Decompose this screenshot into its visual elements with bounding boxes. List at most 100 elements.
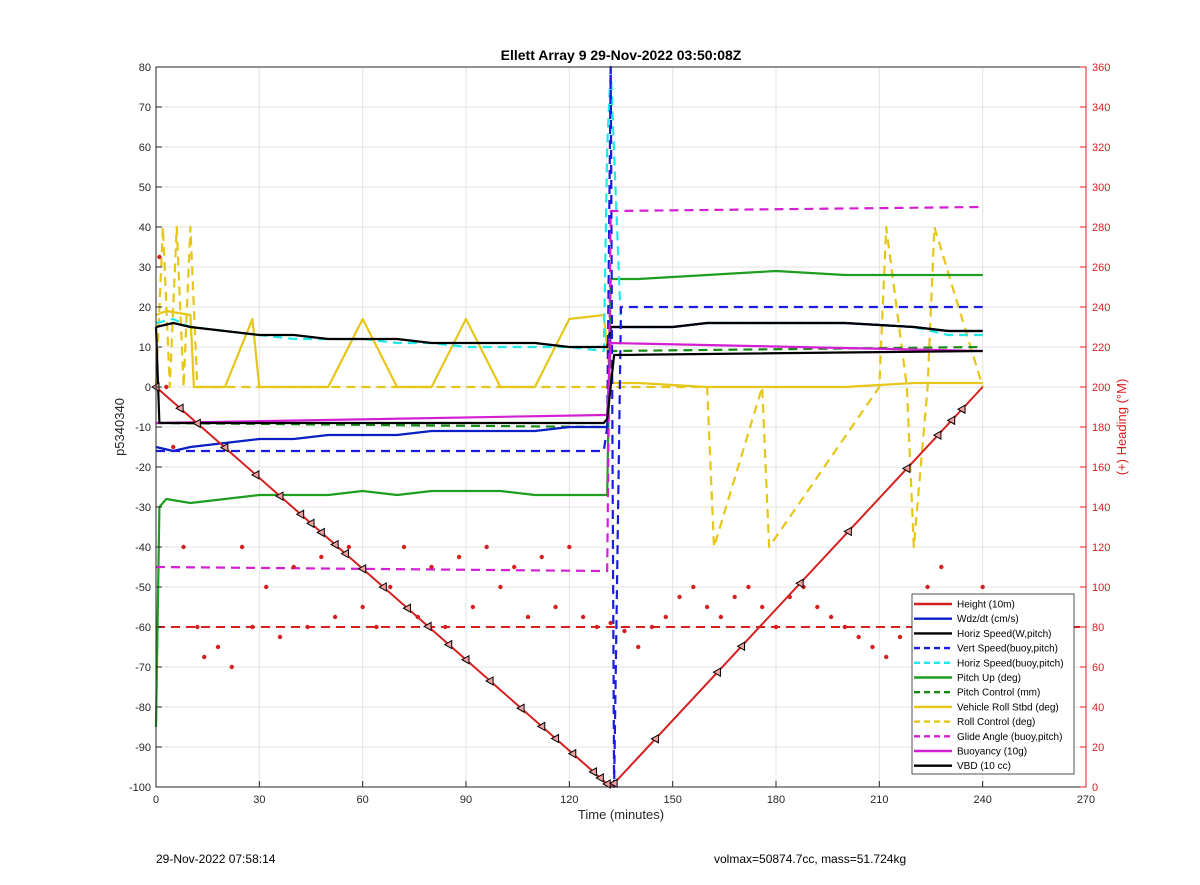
- legend-label-horiz-speed-buoy-pitch: Horiz Speed(buoy,pitch): [957, 658, 1064, 669]
- dive-marker: [316, 527, 325, 538]
- y-axis-ticks: -100-90-80-70-60-50-40-30-20-10010203040…: [129, 62, 162, 794]
- heading-point: [718, 614, 724, 620]
- heading-point: [663, 614, 668, 620]
- legend-label-pitch-up-deg: Pitch Up (deg): [957, 673, 1021, 684]
- dive-marker: [946, 415, 956, 426]
- right-tick-label: 40: [1092, 702, 1104, 714]
- dive-marker: [485, 676, 494, 686]
- heading-point: [636, 644, 641, 650]
- dive-marker: [712, 667, 721, 678]
- right-tick-label: 120: [1092, 542, 1110, 554]
- right-tick-label: 180: [1092, 422, 1110, 434]
- heading-point: [305, 624, 310, 630]
- heading-point: [842, 624, 848, 630]
- y-tick-label: -80: [135, 702, 151, 714]
- right-tick-label: 160: [1092, 462, 1110, 474]
- dive-marker: [460, 654, 470, 665]
- heading-point: [195, 624, 200, 630]
- heading-point: [925, 584, 930, 590]
- legend-label-roll-control-deg: Roll Control (deg): [957, 717, 1035, 728]
- dive-markers-layer: [150, 382, 966, 789]
- right-tick-label: 240: [1092, 302, 1110, 314]
- y-tick-label: -50: [135, 582, 151, 594]
- dive-marker: [219, 442, 229, 453]
- heading-point: [525, 614, 531, 620]
- right-tick-label: 20: [1092, 742, 1104, 754]
- heading-point: [677, 594, 682, 600]
- x-tick-label: 240: [973, 794, 991, 806]
- series-line-vbd-10-cc: [154, 326, 983, 425]
- heading-point: [277, 634, 283, 640]
- dive-marker: [378, 582, 387, 592]
- legend-label-height-10m: Height (10m): [957, 600, 1015, 611]
- right-tick-label: 300: [1092, 182, 1110, 194]
- heading-point: [319, 554, 324, 560]
- heading-point: [470, 604, 476, 610]
- right-axis-label: (+) Heading (°M): [1114, 379, 1129, 476]
- heading-point: [553, 604, 558, 610]
- heading-point: [388, 584, 393, 590]
- y-tick-label: 80: [139, 62, 151, 74]
- dive-marker: [595, 773, 604, 783]
- series-line-horiz-speed-w-pitch: [155, 321, 983, 349]
- y-tick-label: -100: [129, 782, 151, 794]
- dive-marker: [901, 463, 911, 474]
- footer-timestamp: 29-Nov-2022 07:58:14: [156, 852, 276, 866]
- right-tick-label: 260: [1092, 262, 1110, 274]
- legend-label-glide-angle-buoy-pitch: Glide Angle (buoy,pitch): [957, 732, 1062, 743]
- y-tick-label: -60: [135, 622, 151, 634]
- right-tick-label: 360: [1092, 62, 1110, 74]
- right-tick-label: 220: [1092, 342, 1110, 354]
- y-tick-label: 30: [139, 262, 151, 274]
- dive-marker: [550, 733, 560, 744]
- x-tick-label: 150: [663, 794, 681, 806]
- legend: Height (10m) Wdz/dt (cm/s) Horiz Speed(W,p…: [911, 593, 1075, 775]
- y-tick-label: 40: [139, 222, 151, 234]
- legend-label-buoyancy-10g: Buoyancy (10g): [957, 747, 1027, 758]
- dive-marker: [536, 721, 546, 732]
- dive-marker: [250, 470, 260, 480]
- heading-point: [157, 254, 162, 260]
- heading-point: [401, 544, 407, 550]
- heading-point: [181, 544, 186, 550]
- heading-point: [374, 624, 379, 630]
- heading-point: [746, 584, 751, 590]
- heading-point: [239, 544, 245, 550]
- heading-point: [760, 604, 765, 610]
- heading-point: [594, 624, 600, 630]
- y-tick-label: 10: [139, 342, 151, 354]
- heading-point: [897, 634, 903, 640]
- dive-marker: [567, 748, 577, 759]
- dive-marker: [650, 733, 659, 744]
- dive-marker: [330, 539, 339, 550]
- heading-point: [691, 584, 696, 590]
- dive-marker: [843, 526, 852, 537]
- dive-marker: [588, 766, 597, 777]
- heading-point: [622, 628, 627, 634]
- heading-point: [512, 564, 517, 570]
- right-tick-label: 80: [1092, 622, 1104, 634]
- heading-point: [429, 564, 434, 570]
- dive-marker: [736, 641, 746, 652]
- right-tick-label: 0: [1092, 782, 1098, 794]
- heading-point: [215, 644, 221, 650]
- dive-marker: [795, 578, 804, 589]
- heading-point: [580, 614, 586, 620]
- dive-marker: [274, 491, 284, 501]
- heading-point: [732, 594, 737, 600]
- heading-point: [828, 614, 834, 620]
- heading-point: [164, 384, 169, 390]
- series-line-vehicle-roll-stbd-deg: [155, 309, 983, 389]
- x-tick-label: 60: [357, 794, 369, 806]
- right-tick-label: 340: [1092, 102, 1110, 114]
- heading-point: [229, 664, 234, 670]
- right-tick-label: 200: [1092, 382, 1110, 394]
- heading-point: [787, 594, 792, 600]
- legend-label-vehicle-roll-stbd-deg: Vehicle Roll Stbd (deg): [957, 702, 1059, 713]
- heading-point: [171, 444, 176, 450]
- heading-point: [250, 624, 255, 630]
- right-tick-label: 100: [1092, 582, 1110, 594]
- heading-point: [332, 614, 338, 620]
- x-tick-label: 270: [1077, 794, 1095, 806]
- y-tick-label: -20: [135, 462, 151, 474]
